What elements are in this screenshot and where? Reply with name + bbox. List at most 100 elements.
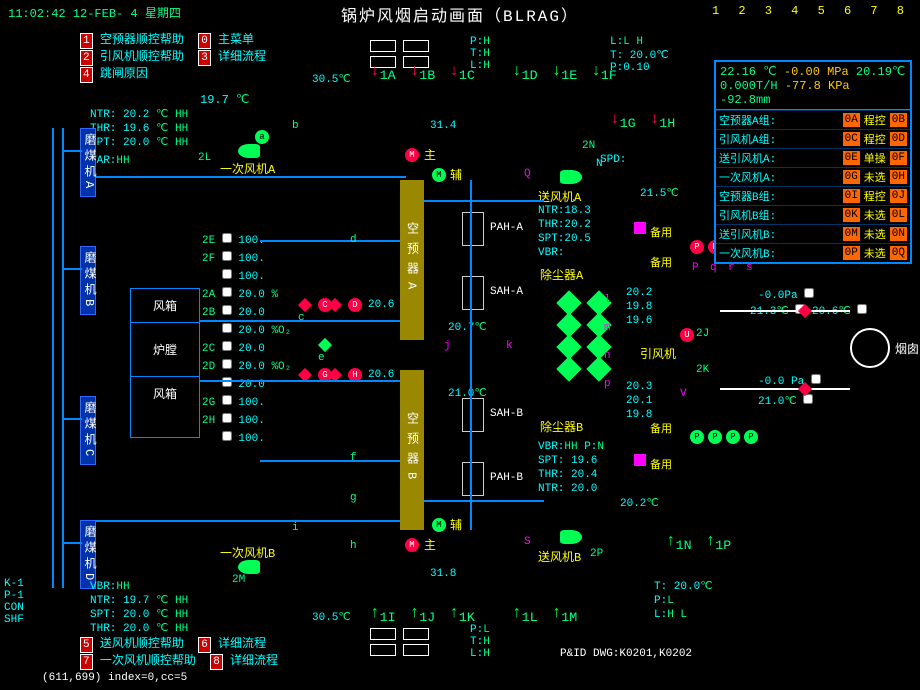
alarm-box-1[interactable]: [634, 222, 646, 234]
diamond-stack: [560, 290, 578, 382]
tag-2J: 2J: [696, 328, 709, 340]
vessel-A: 空预器A: [400, 180, 424, 340]
tag-2L: 2L: [198, 152, 211, 164]
tag-2K: 2K: [696, 364, 709, 376]
status-code[interactable]: 0K: [843, 208, 860, 222]
menu-6[interactable]: 6: [198, 637, 211, 653]
top-ltp: L:L H T: 20.0℃ P:0.10: [610, 36, 669, 74]
valve-D[interactable]: [328, 298, 342, 312]
t-305b: 30.5℃: [312, 610, 351, 624]
pump-row-bot: PP PP: [690, 430, 758, 444]
status-code[interactable]: 0Q: [890, 246, 907, 260]
tag-S: S: [524, 536, 531, 548]
status-code[interactable]: 0B: [890, 113, 907, 127]
bak-4: 备用: [650, 456, 672, 472]
bot-ptl: P:LT:HL:H: [470, 624, 490, 660]
status-code[interactable]: 0G: [843, 170, 860, 184]
status-code[interactable]: 0M: [843, 227, 860, 241]
tag-h: h: [350, 540, 357, 552]
t-318: 31.8: [430, 568, 456, 580]
motor-M-top[interactable]: M: [405, 148, 419, 162]
menu-2[interactable]: 2: [80, 50, 93, 66]
tag-n: n: [604, 350, 611, 362]
motor-fanA[interactable]: a: [255, 130, 269, 144]
status-code[interactable]: 0P: [843, 246, 860, 260]
menu-0[interactable]: 0: [198, 33, 211, 49]
pump-fanB[interactable]: [238, 560, 260, 574]
status-code[interactable]: 0C: [843, 132, 860, 146]
status-code[interactable]: 0E: [843, 151, 860, 165]
zhu-bot: 主: [424, 536, 436, 553]
t-314: 31.4: [430, 120, 456, 132]
menu-8[interactable]: 8: [210, 654, 223, 670]
furnace-panel: 风箱 炉膛 风箱: [130, 288, 200, 438]
valve-cluster-G: G: [300, 370, 310, 380]
temp-197: 19.7 ℃: [200, 92, 250, 107]
arrows-1def: ↓1D ↓1E ↓1F: [512, 62, 617, 84]
label-ccqB: 除尘器B: [540, 418, 583, 435]
status-code[interactable]: 0I: [843, 189, 860, 203]
stat-t2: 20.19℃: [856, 65, 905, 79]
mill-C[interactable]: 磨煤机C: [80, 396, 96, 465]
status-panel: 22.16 ℃ -0.00 MPa 20.19℃ 0.000T/H -77.8 …: [714, 60, 912, 264]
menu-5[interactable]: 5: [80, 637, 93, 653]
yfj-vals: 20.219.819.6: [626, 286, 652, 328]
mill-D[interactable]: 磨煤机D: [80, 520, 96, 589]
sfjA-params: NTR:18.3THR:20.2SPT:20.5VBR:: [538, 204, 591, 260]
stat-mpa: -0.00 MPa: [784, 65, 849, 79]
label-fanB: 一次风机B: [220, 544, 275, 561]
tag-P: P: [692, 262, 699, 274]
left-params-A: NTR: 20.2 ℃ HH THR: 19.6 ℃ HH SPT: 20.0 …: [90, 108, 188, 168]
pP-top: -0.0Pa: [758, 288, 814, 302]
status-code[interactable]: 0F: [890, 151, 907, 165]
sah-b-box: [462, 398, 484, 432]
stat-t: 22.16 ℃: [720, 65, 777, 79]
tag-p: p: [604, 378, 611, 390]
menu-7[interactable]: 7: [80, 654, 93, 670]
tag-f: f: [350, 452, 357, 464]
tag-j: j: [444, 340, 451, 352]
motor-N-top[interactable]: M: [432, 168, 446, 182]
valve-cluster-D: D 20.6: [330, 300, 340, 310]
arrows-1np: ↑1N ↑1P: [666, 532, 731, 554]
stat-kpa: -77.8 KPa: [785, 79, 850, 93]
sah-a: SAH-A: [490, 286, 523, 298]
motor-U[interactable]: U: [680, 328, 694, 342]
arrows-1abc: ↓1A ↓1B ↓1C: [370, 62, 475, 84]
status-code[interactable]: 0J: [890, 189, 907, 203]
pump-fanA[interactable]: [238, 144, 260, 158]
status-code[interactable]: 0L: [890, 208, 907, 222]
menu-1[interactable]: 1: [80, 33, 93, 49]
menu-4[interactable]: 4: [80, 67, 93, 83]
alarm-box-2[interactable]: [634, 454, 646, 466]
status-code[interactable]: 0D: [890, 132, 907, 146]
sah-a-box: [462, 276, 484, 310]
pah-a-box: [462, 212, 484, 246]
botwins2: [370, 644, 429, 660]
bak-2: 备用: [650, 254, 672, 270]
index-numbers: 1 2 3 4 5 6 7 8: [712, 4, 910, 18]
spd: SPD:: [600, 154, 626, 166]
label-sfjA: 送风机A: [538, 188, 581, 205]
status-code[interactable]: 0H: [890, 170, 907, 184]
arrows-1lm: ↑1L ↑1M: [512, 604, 577, 626]
arrows-1gh: ↓1G ↓1H: [610, 110, 675, 132]
pump-sfjA[interactable]: [560, 170, 582, 184]
valve-e[interactable]: [318, 338, 332, 352]
mill-B[interactable]: 磨煤机B: [80, 246, 96, 315]
left-pct-list: 2E 100. 2F 100. 100. 2A 20.0 % 2B 20.0 2…: [202, 232, 291, 448]
pah-b-box: [462, 462, 484, 496]
motor-M-bot[interactable]: M: [405, 538, 419, 552]
menu-3[interactable]: 3: [198, 50, 211, 66]
pump-sfjB[interactable]: [560, 530, 582, 544]
motor-N-bot[interactable]: M: [432, 518, 446, 532]
bak-1: 备用: [650, 224, 672, 240]
pah-b: PAH-B: [490, 472, 523, 484]
mill-A[interactable]: 磨煤机A: [80, 128, 96, 197]
status-code[interactable]: 0N: [890, 227, 907, 241]
valve-C[interactable]: [298, 298, 312, 312]
pah-a: PAH-A: [490, 222, 523, 234]
bak-3: 备用: [650, 420, 672, 436]
status-code[interactable]: 0A: [843, 113, 860, 127]
tag-V: V: [680, 388, 687, 400]
